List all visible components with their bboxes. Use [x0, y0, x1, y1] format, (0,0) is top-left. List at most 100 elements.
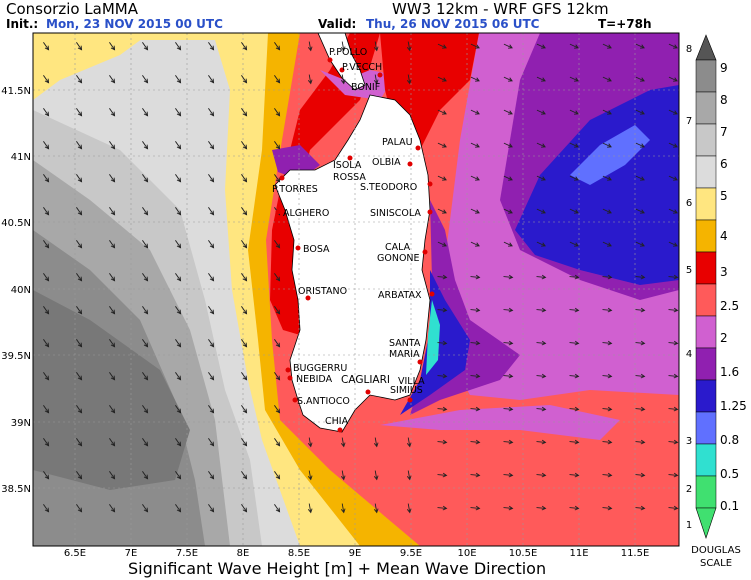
direction-arrow	[142, 273, 149, 282]
direction-arrow	[602, 43, 612, 49]
direction-arrow	[208, 273, 215, 282]
lat-tick: 40N	[11, 285, 31, 296]
init-label: Init.:	[6, 17, 39, 31]
direction-arrow	[43, 273, 50, 282]
direction-arrow	[569, 241, 579, 247]
direction-arrow	[536, 274, 547, 280]
direction-arrow	[142, 405, 149, 414]
direction-arrow	[437, 472, 448, 478]
direction-arrow	[109, 75, 116, 84]
direction-arrow	[668, 373, 679, 379]
legend-color-swatch	[695, 379, 717, 413]
legend-value: 6	[720, 157, 728, 171]
legend-value: 4	[720, 229, 728, 243]
lat-tick-labels: 41.5N 41N 40.5N 40N 39.5N 39N 38.5N	[1, 86, 31, 495]
direction-arrow	[109, 471, 116, 480]
direction-arrow	[668, 175, 678, 181]
direction-arrow	[569, 109, 579, 115]
direction-arrow	[208, 207, 215, 216]
direction-arrow	[175, 405, 182, 414]
lat-tick: 39.5N	[1, 351, 31, 362]
band-cyan-eastcoast	[426, 300, 440, 375]
direction-arrow	[569, 142, 579, 148]
direction-arrow	[602, 241, 612, 247]
place-label: CHIA	[325, 416, 349, 427]
direction-arrow	[635, 43, 645, 49]
direction-arrow	[142, 306, 149, 315]
direction-arrow	[406, 41, 412, 52]
lon-tick: 9.5E	[400, 548, 422, 559]
direction-arrow	[274, 75, 281, 84]
direction-arrow	[503, 274, 514, 280]
direction-arrow	[470, 109, 480, 115]
direction-arrow	[208, 471, 215, 480]
direction-arrow	[470, 274, 481, 280]
direction-arrow	[602, 274, 613, 280]
direction-arrow	[208, 141, 215, 150]
douglas-value: 4	[686, 349, 692, 360]
direction-arrow	[142, 504, 149, 513]
direction-arrow	[536, 439, 547, 445]
direction-arrow	[437, 76, 447, 82]
direction-arrow	[437, 439, 448, 445]
direction-arrow	[569, 208, 579, 214]
legend-color-swatch	[695, 347, 717, 381]
direction-arrow	[503, 340, 514, 346]
lat-tick: 41N	[11, 152, 31, 163]
direction-arrow	[437, 307, 448, 313]
direction-arrow	[503, 43, 513, 49]
direction-arrow	[602, 208, 612, 214]
direction-arrow	[241, 174, 248, 183]
legend-color-swatch	[695, 443, 717, 477]
direction-arrow	[668, 43, 678, 49]
direction-arrow	[503, 307, 514, 313]
direction-arrow	[208, 405, 215, 414]
direction-arrow	[340, 41, 346, 52]
direction-arrow	[175, 207, 182, 216]
direction-arrow	[175, 273, 182, 282]
place-label: ISOLA	[333, 160, 362, 171]
direction-arrow	[536, 373, 547, 379]
direction-arrow	[241, 504, 248, 513]
direction-arrow	[241, 42, 248, 51]
direction-arrow	[109, 339, 116, 348]
direction-arrow	[142, 438, 149, 447]
direction-arrow	[43, 240, 50, 249]
place-label: P.POLLO	[329, 47, 367, 58]
direction-arrow	[602, 373, 613, 379]
direction-arrow	[274, 306, 281, 315]
place-label: SIMIUS	[390, 385, 423, 396]
direction-arrow	[470, 241, 480, 247]
direction-arrow	[274, 372, 281, 381]
direction-arrow	[503, 472, 514, 478]
band-lilac-south	[380, 405, 620, 440]
direction-arrow	[340, 470, 346, 481]
place-label: VILLA	[398, 376, 425, 387]
direction-arrow	[43, 471, 50, 480]
direction-arrow	[602, 505, 613, 511]
direction-arrow	[503, 406, 514, 412]
direction-arrow	[635, 142, 645, 148]
direction-arrow	[142, 240, 149, 249]
douglas-scale-title: DOUGLAS	[691, 545, 741, 556]
direction-arrow	[241, 108, 248, 117]
direction-arrow	[340, 503, 346, 514]
direction-arrow	[76, 306, 83, 315]
direction-arrow	[274, 405, 281, 414]
lon-tick: 8E	[237, 548, 250, 559]
place-label: MARIA	[389, 349, 420, 360]
direction-arrow	[373, 437, 379, 448]
legend-value: 5	[720, 189, 728, 203]
direction-arrow	[373, 503, 379, 514]
direction-arrow	[274, 174, 281, 183]
direction-arrow	[569, 406, 580, 412]
douglas-value: 6	[686, 198, 692, 209]
legend-color-swatch	[695, 155, 717, 189]
direction-arrow	[142, 339, 149, 348]
direction-arrow	[406, 74, 412, 85]
direction-arrow	[175, 141, 182, 150]
place-label: CALA	[385, 242, 411, 253]
direction-arrow	[109, 42, 116, 51]
direction-arrow	[635, 406, 646, 412]
legend-color-swatch	[695, 251, 717, 285]
